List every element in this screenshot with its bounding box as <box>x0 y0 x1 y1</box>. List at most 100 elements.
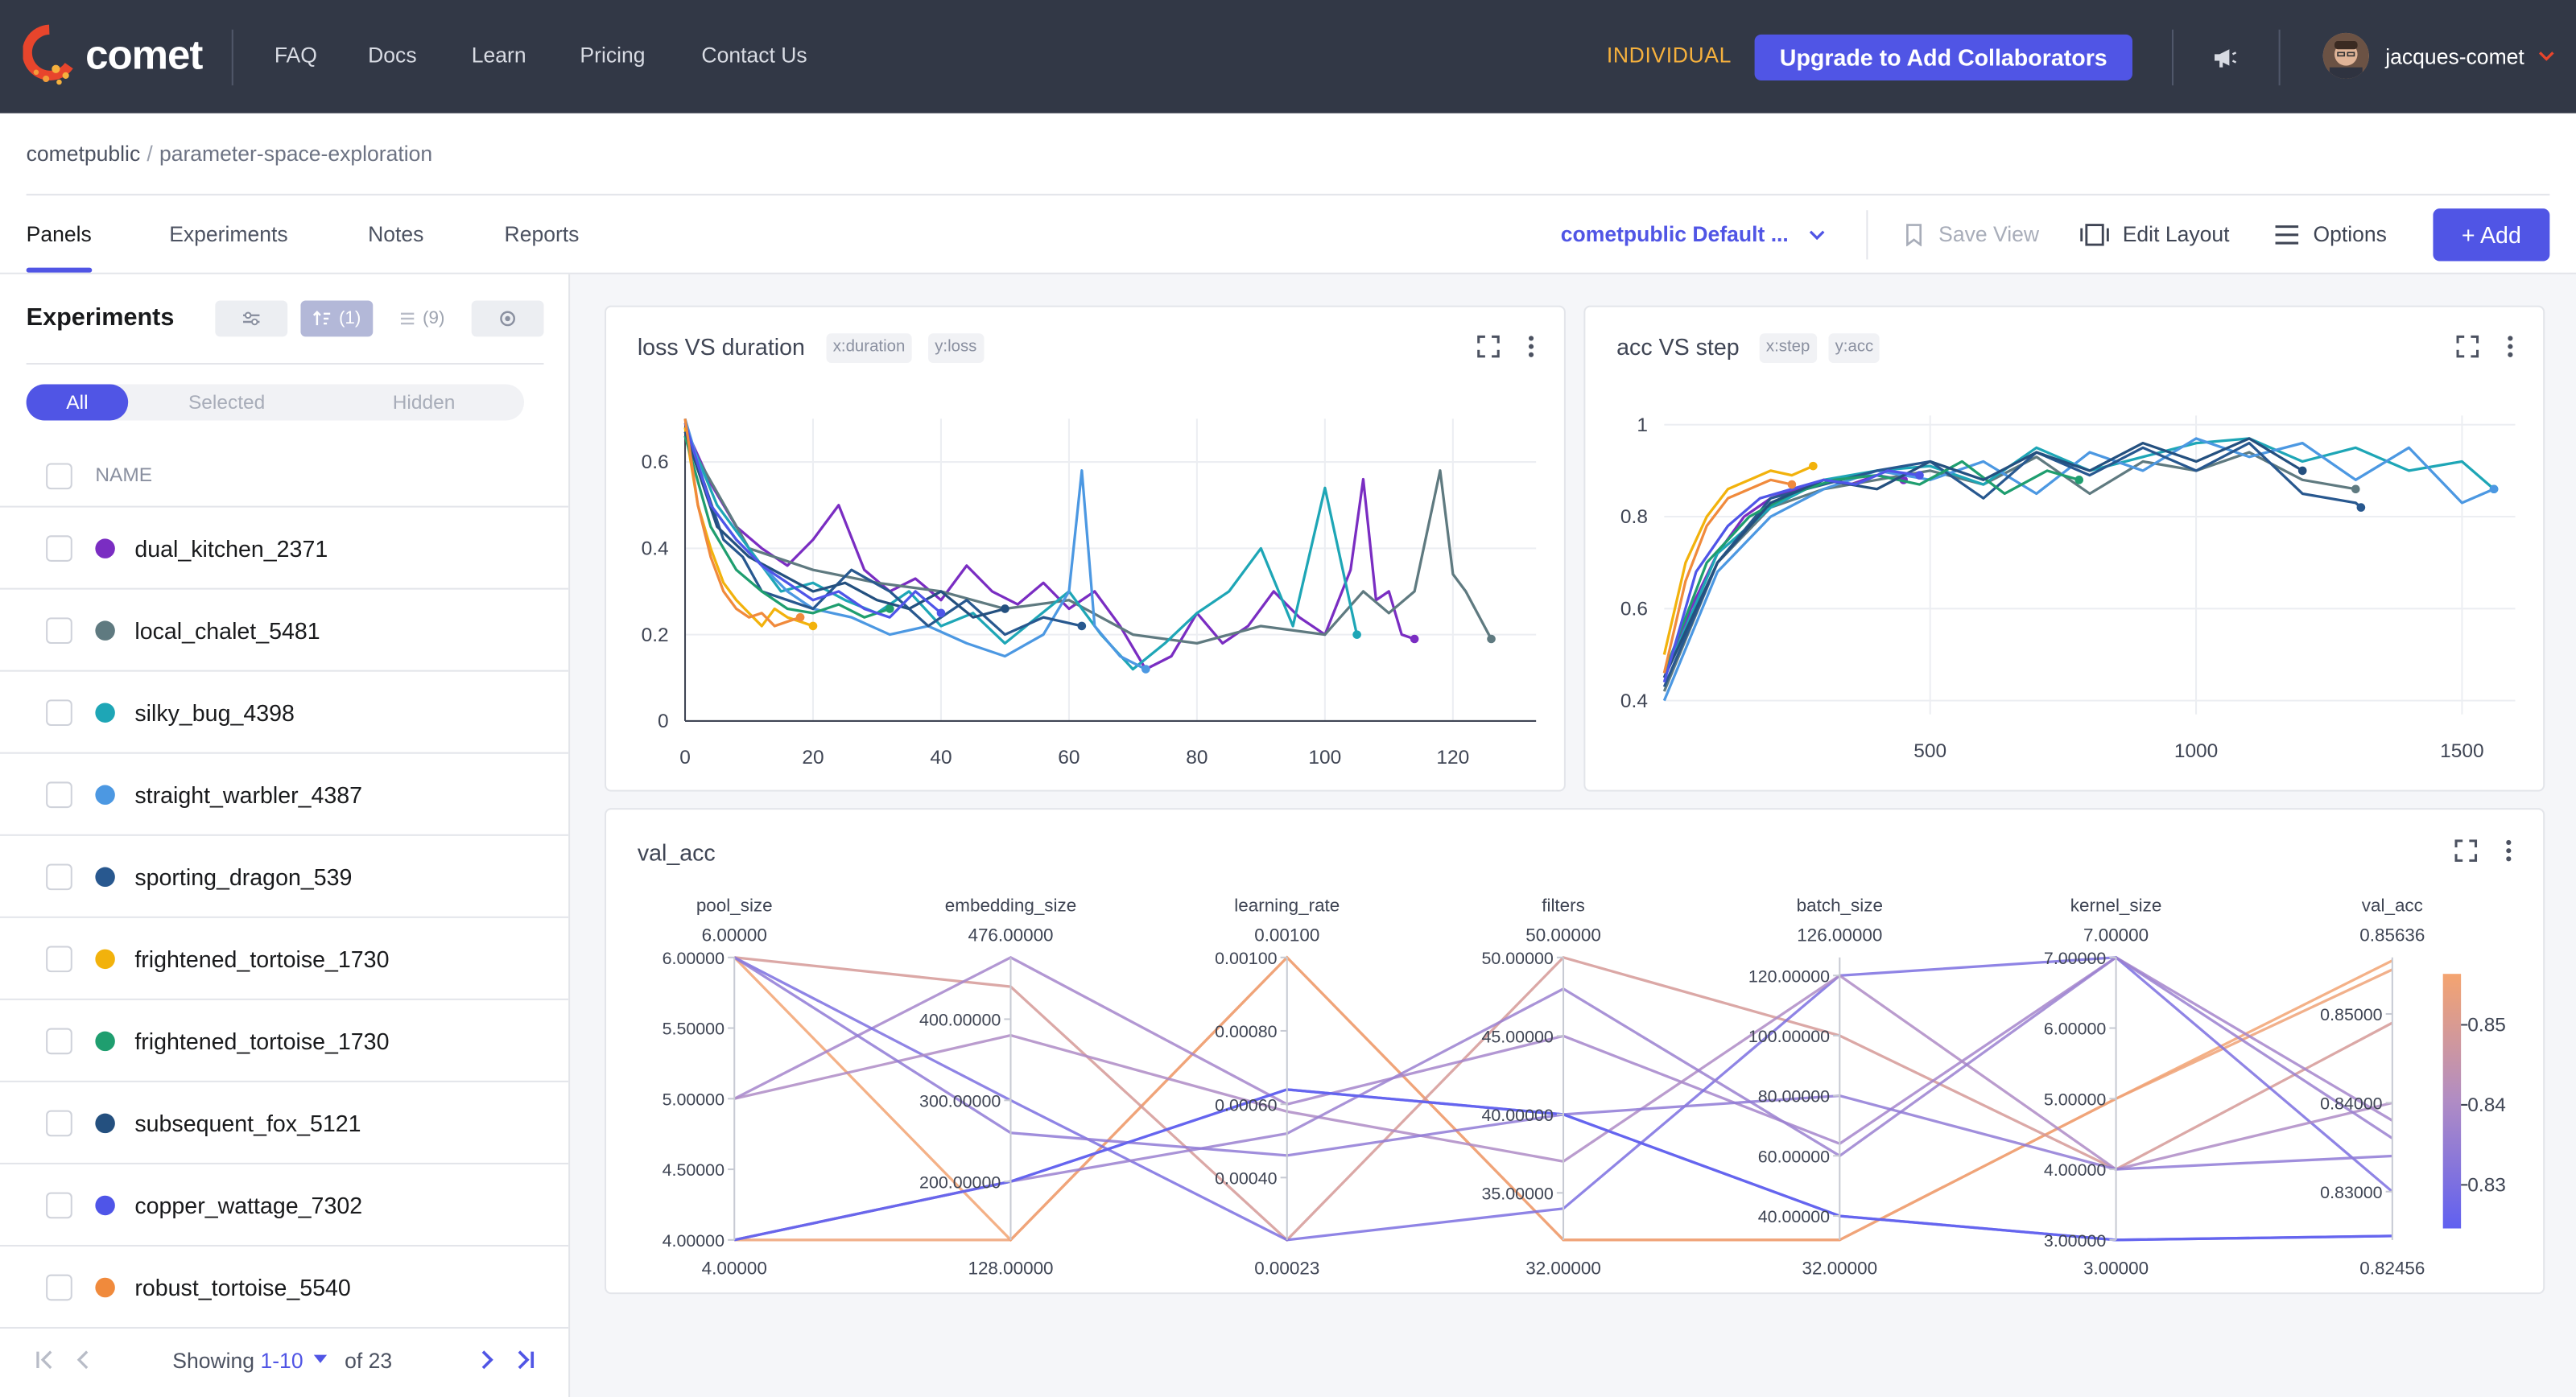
tab-panels[interactable]: Panels <box>26 221 92 247</box>
experiment-name[interactable]: frightened_tortoise_1730 <box>134 946 390 973</box>
experiment-checkbox[interactable] <box>46 863 72 891</box>
series-line-9[interactable] <box>683 418 801 628</box>
series-end-point-3[interactable] <box>2489 484 2499 494</box>
series-end-point-0[interactable] <box>1410 634 1419 644</box>
experiment-checkbox[interactable] <box>46 946 72 973</box>
series-line-6[interactable] <box>683 435 890 619</box>
experiment-checkbox[interactable] <box>46 617 72 644</box>
series-line-4[interactable] <box>683 435 1083 637</box>
series-line-1[interactable] <box>1662 451 2356 692</box>
name-column-header[interactable]: NAME <box>95 463 153 487</box>
breadcrumb-workspace[interactable]: cometpublic <box>26 141 141 167</box>
series-end-point-7[interactable] <box>1001 604 1009 613</box>
series-line-7[interactable] <box>1662 437 2304 678</box>
segment-all[interactable]: All <box>26 384 129 421</box>
group-button[interactable]: (9) <box>386 300 459 337</box>
series-end-point-6[interactable] <box>2074 476 2084 484</box>
series-line-7[interactable] <box>683 431 1005 619</box>
filter-button[interactable] <box>215 300 288 337</box>
series-line-3[interactable] <box>1662 437 2495 702</box>
sort-button[interactable]: (1) <box>300 300 374 337</box>
tab-experiments[interactable]: Experiments <box>169 221 288 247</box>
experiment-checkbox[interactable] <box>46 1192 72 1219</box>
experiment-checkbox[interactable] <box>46 1028 72 1055</box>
experiment-name[interactable]: sporting_dragon_539 <box>134 863 353 891</box>
experiment-checkbox[interactable] <box>46 699 72 727</box>
series-line-3[interactable] <box>683 418 1147 671</box>
experiment-checkbox[interactable] <box>46 781 72 809</box>
series-end-point-1[interactable] <box>1487 634 1496 644</box>
series-line-8[interactable] <box>1662 469 1920 683</box>
nav-link-pricing[interactable]: Pricing <box>580 43 646 68</box>
experiment-checkbox[interactable] <box>46 1110 72 1137</box>
save-view-button[interactable]: Save View <box>1902 222 2039 246</box>
first-page-icon[interactable] <box>33 1349 56 1372</box>
loss-chart[interactable]: 0 20 40 60 80 100 120 0 0.2 0.4 0.6 <box>606 307 1567 793</box>
series-end-point-5[interactable] <box>1809 461 1818 471</box>
series-end-point-1[interactable] <box>2351 484 2360 494</box>
nav-link-learn[interactable]: Learn <box>471 43 526 68</box>
experiment-checkbox[interactable] <box>46 535 72 562</box>
expand-icon[interactable] <box>2453 838 2479 864</box>
upgrade-button[interactable]: Upgrade to Add Collaborators <box>1754 34 2132 80</box>
add-button[interactable]: + Add <box>2433 208 2550 262</box>
series-end-point-2[interactable] <box>1352 630 1361 639</box>
series-line-1[interactable] <box>683 435 1492 645</box>
series-end-point-5[interactable] <box>808 621 818 631</box>
series-end-point-7[interactable] <box>2297 466 2307 476</box>
experiment-name[interactable]: frightened_tortoise_1730 <box>134 1028 390 1055</box>
series-end-point-9[interactable] <box>1787 480 1797 489</box>
experiment-row[interactable]: frightened_tortoise_1730 <box>0 1000 569 1082</box>
series-end-point-9[interactable] <box>795 612 805 622</box>
experiment-row[interactable]: subsequent_fox_5121 <box>0 1082 569 1164</box>
experiment-row[interactable]: frightened_tortoise_1730 <box>0 918 569 1000</box>
series-end-point-3[interactable] <box>1141 665 1150 674</box>
series-line-5[interactable] <box>683 427 814 628</box>
series-line-6[interactable] <box>1662 459 2080 674</box>
more-options-icon[interactable] <box>2497 333 2524 360</box>
segment-selected[interactable]: Selected <box>188 390 266 414</box>
options-button[interactable]: Options <box>2273 222 2387 246</box>
experiment-name[interactable]: silky_bug_4398 <box>134 699 295 727</box>
page-range[interactable]: 1-10 <box>260 1348 303 1374</box>
breadcrumb-project[interactable]: parameter-space-exploration <box>159 141 433 167</box>
chevron-down-icon[interactable] <box>2537 46 2556 65</box>
experiment-name[interactable]: local_chalet_5481 <box>134 617 320 644</box>
parallel-coordinates-chart[interactable]: pool_size 6.00000 4.00000 6.00000 5.50000 5.0… <box>606 810 2546 1296</box>
experiment-name[interactable]: copper_wattage_7302 <box>134 1192 363 1219</box>
nav-link-faq[interactable]: FAQ <box>274 43 317 68</box>
experiment-name[interactable]: straight_warbler_4387 <box>134 781 363 809</box>
select-all-checkbox[interactable] <box>46 463 72 490</box>
experiment-checkbox[interactable] <box>46 1274 72 1301</box>
experiment-row[interactable]: silky_bug_4398 <box>0 672 569 754</box>
series-line-8[interactable] <box>683 422 943 619</box>
series-end-point-4[interactable] <box>2356 503 2366 512</box>
series-end-point-4[interactable] <box>1077 621 1087 631</box>
experiment-row[interactable]: robust_tortoise_5540 <box>0 1247 569 1329</box>
series-line-5[interactable] <box>1662 464 1814 655</box>
edit-layout-button[interactable]: Edit Layout <box>2080 222 2229 246</box>
caret-down-icon[interactable] <box>312 1354 328 1366</box>
avatar[interactable] <box>2322 32 2369 79</box>
segment-hidden[interactable]: Hidden <box>392 390 456 414</box>
series-line-9[interactable] <box>1662 478 1793 674</box>
experiment-row[interactable]: sporting_dragon_539 <box>0 836 569 918</box>
expand-icon[interactable] <box>1476 333 1502 360</box>
experiment-row[interactable]: dual_kitchen_2371 <box>0 508 569 590</box>
prev-page-icon[interactable] <box>72 1349 96 1372</box>
nav-link-contact[interactable]: Contact Us <box>701 43 807 68</box>
nav-link-docs[interactable]: Docs <box>368 43 417 68</box>
comet-logo[interactable]: comet <box>23 23 203 89</box>
more-options-icon[interactable] <box>1518 333 1545 360</box>
experiment-name[interactable]: robust_tortoise_5540 <box>134 1274 351 1301</box>
view-selector[interactable]: cometpublic Default ... <box>1560 221 1789 247</box>
next-page-icon[interactable] <box>475 1349 498 1372</box>
series-end-point-6[interactable] <box>886 604 894 613</box>
series-end-point-8[interactable] <box>936 608 946 618</box>
megaphone-icon[interactable] <box>2211 43 2241 72</box>
expand-icon[interactable] <box>2454 333 2481 360</box>
series-line-2[interactable] <box>683 427 1359 671</box>
last-page-icon[interactable] <box>514 1349 538 1372</box>
experiment-row[interactable]: local_chalet_5481 <box>0 590 569 672</box>
tab-reports[interactable]: Reports <box>504 221 580 247</box>
